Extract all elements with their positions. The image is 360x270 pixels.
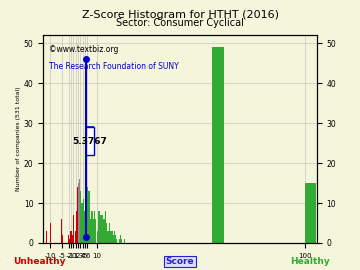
Bar [107, 231, 108, 243]
Bar [80, 191, 81, 243]
Bar [118, 239, 120, 243]
Bar [124, 239, 125, 243]
Bar [103, 219, 104, 243]
Bar [91, 211, 92, 243]
Bar [114, 231, 115, 243]
Text: Score: Score [166, 257, 194, 266]
Bar [93, 219, 94, 243]
Bar [115, 235, 116, 243]
Bar [98, 211, 99, 243]
Text: Healthy: Healthy [290, 257, 329, 266]
Bar [94, 211, 95, 243]
Bar [113, 235, 114, 243]
Bar [86, 199, 87, 243]
Bar [92, 211, 93, 243]
Bar [69, 239, 70, 243]
Bar [102, 215, 103, 243]
Bar [60, 219, 62, 243]
Text: ©www.textbiz.org: ©www.textbiz.org [49, 45, 118, 55]
Bar [212, 47, 224, 243]
Bar [50, 223, 51, 243]
Bar [68, 235, 69, 243]
Bar [305, 183, 316, 243]
Bar [109, 223, 111, 243]
Bar [86, 127, 94, 155]
Bar [120, 235, 121, 243]
Bar [77, 187, 78, 243]
Bar [90, 219, 91, 243]
Bar [71, 231, 72, 243]
Bar [87, 187, 88, 243]
Bar [111, 231, 112, 243]
Bar [79, 179, 80, 243]
Bar [108, 231, 109, 243]
Bar [96, 231, 98, 243]
Bar [116, 239, 117, 243]
Bar [84, 211, 85, 243]
Bar [112, 231, 113, 243]
Bar [85, 215, 86, 243]
Bar [105, 211, 106, 243]
Bar [81, 203, 82, 243]
Bar [95, 219, 96, 243]
Title: Z-Score Histogram for HTHT (2016): Z-Score Histogram for HTHT (2016) [81, 11, 279, 21]
Bar [89, 191, 90, 243]
Bar [106, 223, 107, 243]
Bar [121, 239, 122, 243]
Bar [73, 215, 75, 243]
Bar [101, 215, 102, 243]
Bar [72, 235, 73, 243]
Text: Sector: Consumer Cyclical: Sector: Consumer Cyclical [116, 18, 244, 28]
Text: The Research Foundation of SUNY: The Research Foundation of SUNY [49, 62, 179, 71]
Bar [75, 231, 76, 243]
Text: Unhealthy: Unhealthy [13, 257, 66, 266]
Bar [82, 199, 84, 243]
Bar [100, 215, 101, 243]
Bar [70, 231, 71, 243]
Text: 5.3767: 5.3767 [73, 137, 107, 146]
Y-axis label: Number of companies (531 total): Number of companies (531 total) [16, 87, 21, 191]
Bar [76, 211, 77, 243]
Bar [62, 235, 63, 243]
Bar [45, 231, 46, 243]
Bar [78, 183, 79, 243]
Bar [99, 211, 100, 243]
